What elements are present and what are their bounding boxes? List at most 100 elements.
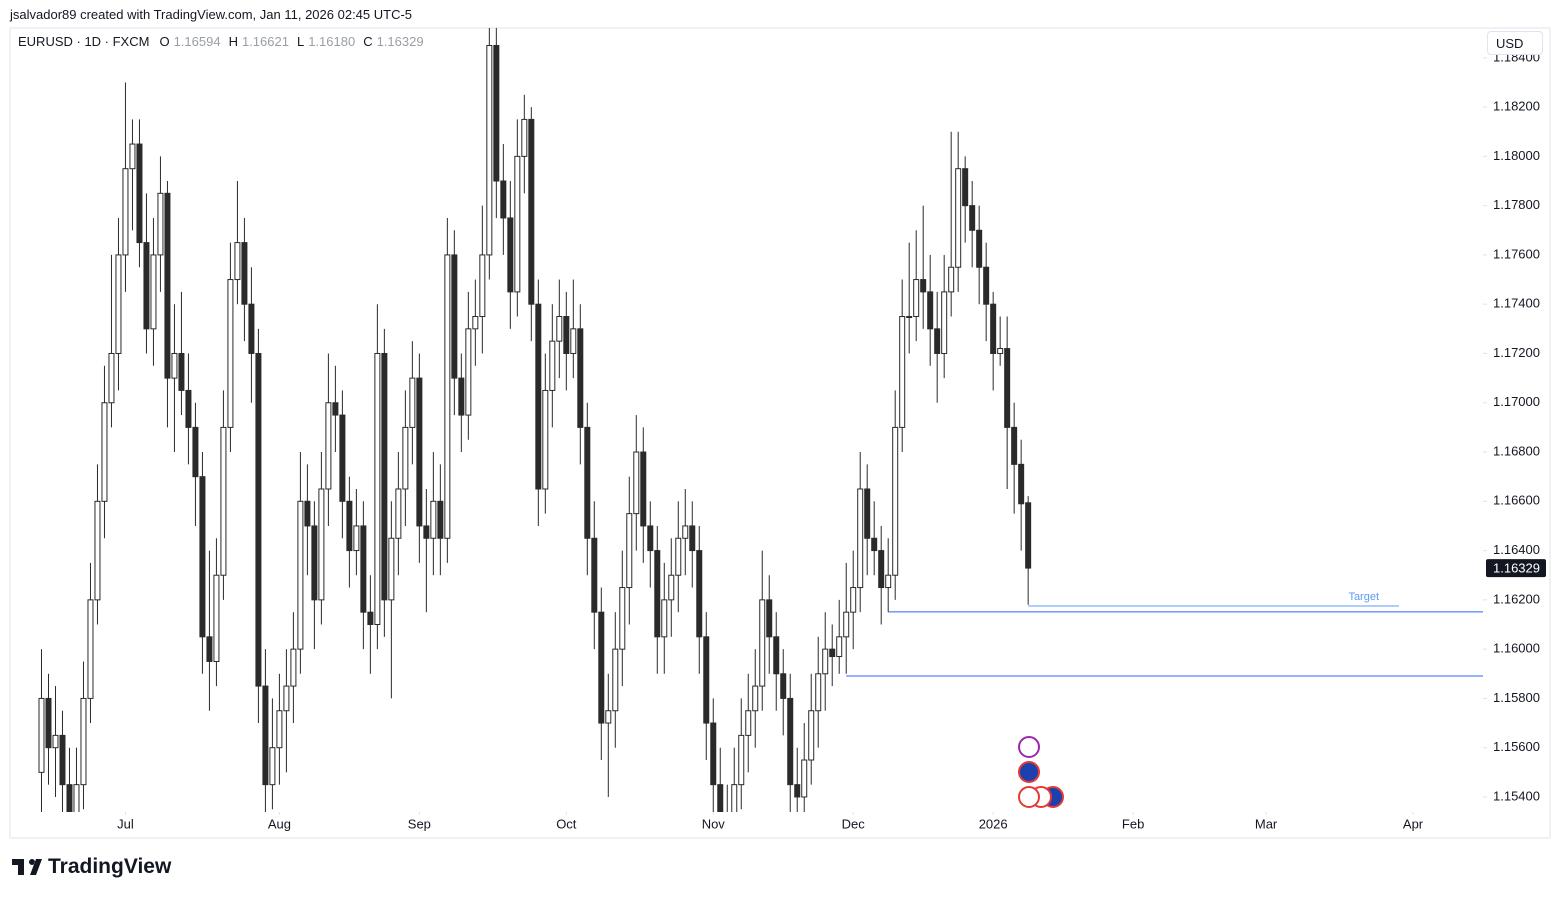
candle-body [220,426,227,576]
candle-body [675,537,682,576]
candle-body [850,587,857,613]
y-tick-label: 1.16600 [1493,493,1540,508]
candle-body [962,168,969,207]
ohlc-label: C [363,34,373,49]
candle-body [290,648,297,687]
candle-body [864,488,871,539]
candle-body [710,722,717,786]
candle-body [395,488,402,539]
ohlc-label: H [228,34,238,49]
candle-body [591,537,598,613]
price-badge-label: 1.16329 [1493,561,1540,576]
candle-body [626,513,633,589]
ohlc-value: 1.16594 [173,34,221,49]
y-tick-label: 1.16000 [1493,641,1540,656]
candle-body [73,784,80,812]
candle-body [885,574,892,589]
candle-body [976,229,983,268]
event-icon[interactable] [1018,736,1040,758]
candle-body [157,192,164,256]
candle-body [353,525,360,552]
y-tick-label: 1.16800 [1493,443,1540,458]
candle-body [38,697,45,773]
candle-body [927,291,934,330]
candle-body [87,599,94,699]
candle-body [878,550,885,589]
candle-body [584,426,591,539]
candle-body [213,574,220,662]
candle-body [752,685,759,712]
logo: TradingView [12,855,171,879]
y-tick-label: 1.16200 [1493,591,1540,606]
candle-body [283,685,290,712]
candle-body [444,254,451,539]
candle-body [640,451,647,527]
candle-body [731,784,738,812]
candle-body [892,426,899,576]
candle-body [899,316,906,428]
candle-body [969,205,976,231]
candle-body [248,303,255,354]
candle-body [570,328,577,354]
y-tick-label: 1.17400 [1493,296,1540,311]
y-tick-label: 1.18000 [1493,148,1540,163]
logo-icon [12,859,42,875]
currency-button[interactable]: USD [1487,31,1543,55]
x-tick-label: Aug [268,816,291,831]
candle-body [458,377,465,416]
candle-body [45,697,52,749]
candle-body [409,377,416,428]
candle-body [416,377,423,527]
candle-body [577,328,584,428]
price-badge [1486,559,1546,578]
y-tick-label: 1.17800 [1493,197,1540,212]
x-tick-label: Mar [1255,816,1278,831]
candle-body [794,784,801,798]
candle-body [430,500,437,539]
candle-body [276,710,283,749]
candle-body [948,266,955,293]
candle-body [52,734,59,749]
candle-body [725,822,730,834]
candle-body [1025,502,1032,569]
candle-body [934,328,941,354]
candle-body [178,352,185,391]
y-tick-label: 1.16400 [1493,542,1540,557]
plot-area [38,28,1483,834]
candle-body [682,525,689,539]
candle-body [703,636,710,724]
candle-body [696,550,703,638]
logo-text: TradingView [48,855,172,878]
event-icon[interactable] [1018,786,1040,808]
y-tick-label: 1.15600 [1493,739,1540,754]
x-tick-label: Jul [117,816,134,831]
event-icon[interactable] [1018,761,1040,783]
candle-body [542,389,549,490]
candle-body [1018,463,1025,505]
candle-body [920,279,927,293]
candle-body [668,574,675,601]
candle-body [689,525,696,552]
candle-body [535,303,542,490]
candle-body [150,254,157,330]
candle-body [479,254,486,318]
candle-body [654,550,661,638]
candle-body [1011,426,1018,465]
candle-body [262,685,269,786]
candle-body [318,488,325,601]
x-tick-label: 2026 [979,816,1008,831]
candle-body [990,303,997,354]
candle-body [983,266,990,305]
candle-body [171,352,178,379]
candle-body [199,476,206,638]
candle-body [115,254,122,354]
candle-body [465,328,472,416]
candle-body [549,340,556,391]
candle-body [346,500,353,552]
candle-body [255,352,262,687]
candle-body [759,599,766,687]
candle-body [493,44,500,182]
candle-body [843,611,850,638]
candle-body [507,217,514,293]
ohlc-label: L [296,34,305,49]
